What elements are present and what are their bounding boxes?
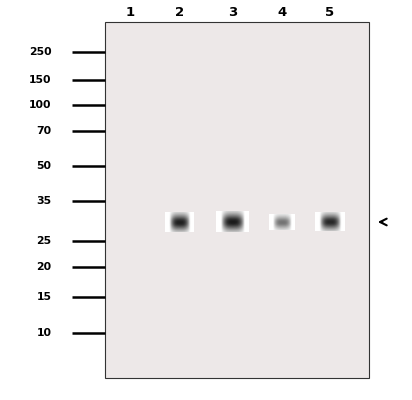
Text: 2: 2: [175, 6, 184, 19]
Bar: [105, 22, 369, 378]
Text: 10: 10: [37, 328, 52, 338]
Text: 25: 25: [36, 236, 52, 246]
Text: 100: 100: [29, 100, 52, 110]
Text: 150: 150: [29, 75, 52, 85]
Text: 50: 50: [37, 161, 52, 171]
Text: 20: 20: [36, 262, 52, 272]
Text: 250: 250: [29, 47, 52, 57]
Text: 1: 1: [125, 6, 134, 19]
Text: 15: 15: [37, 292, 52, 302]
Text: 70: 70: [36, 126, 52, 136]
Text: 4: 4: [278, 6, 287, 19]
Text: 5: 5: [325, 6, 334, 19]
Text: 35: 35: [36, 196, 52, 206]
Text: 3: 3: [228, 6, 237, 19]
